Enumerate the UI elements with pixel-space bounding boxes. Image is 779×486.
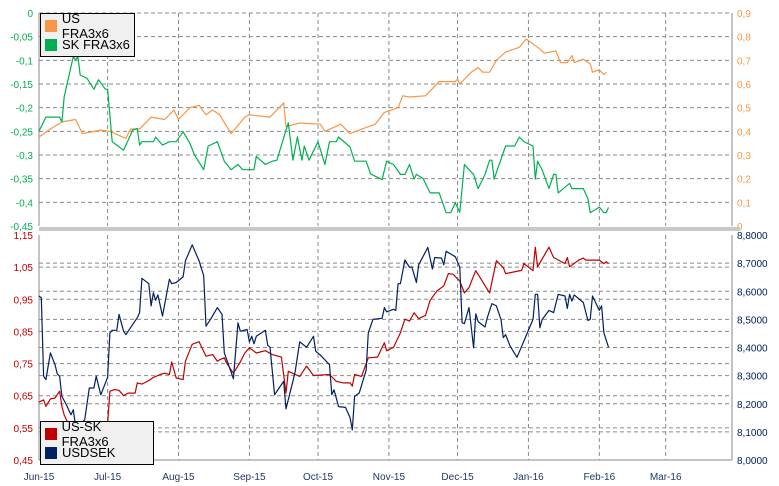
legend-label: US FRA3x6 [61,10,109,41]
x-tick-label: Dec-15 [441,472,474,483]
y-right-tick-label: 8,8000 [737,231,768,242]
y-left-tick-label: -0,25 [10,127,33,138]
y-left-tick-label: -0,15 [10,80,33,91]
y-right-tick-label: 8,3000 [737,372,768,383]
y-right-tick-label: 8,5000 [737,315,768,326]
legend-label: SK FRA3x6 [62,37,130,52]
y-left-tick-label: -0,4 [16,198,34,209]
y-left-tick-label: 0,85 [14,327,34,338]
y-right-tick-label: 8,7000 [737,259,768,270]
y-left-tick-label: -0,35 [10,175,33,186]
y-right-tick-label: 8,1000 [737,428,768,439]
legend-swatch-orange [45,19,57,32]
y-left-tick-label: 0,55 [14,424,34,435]
legend-swatch-red [45,427,57,440]
x-tick-label: Feb-16 [584,472,616,483]
x-tick-label: Nov-15 [373,472,406,483]
y-left-tick-label: 0,65 [14,392,34,403]
legend-item-us-fra3x6: US FRA3x6 [45,11,130,41]
series-line-usdsek [38,244,610,431]
y-right-tick-label: 0,4 [737,127,751,138]
y-left-tick-label: -0,05 [10,33,33,44]
y-left-tick-label: 0,95 [14,295,34,306]
y-right-tick-label: 0,8 [737,33,751,44]
y-right-tick-label: 0,7 [737,56,751,67]
series-line-sk-fra3x6 [38,55,610,214]
series-line-us-fra3x6 [38,38,607,139]
y-right-tick-label: 8,0000 [737,456,768,467]
legend-top: US FRA3x6 SK FRA3x6 [40,11,135,57]
y-left-tick-label: 1,15 [14,231,34,242]
x-tick-label: Oct-15 [303,472,333,483]
y-left-tick-label: -0,45 [10,222,33,233]
y-right-tick-label: 0,3 [737,151,751,162]
x-tick-label: Jan-16 [513,472,544,483]
x-tick-label: Mar-16 [650,472,682,483]
x-tick-label: Aug-15 [162,472,195,483]
y-left-tick-label: -0,3 [16,151,34,162]
legend-item-usdsek: USDSEK [45,443,149,462]
x-tick-label: Sep-15 [233,472,266,483]
panel-separator [39,227,740,231]
legend-swatch-green [45,38,57,51]
y-right-tick-label: 0,6 [737,80,751,91]
y-right-tick-label: 0,1 [737,198,751,209]
y-left-tick-label: 1,05 [14,263,34,274]
y-right-tick-label: 8,6000 [737,287,768,298]
series-line-us-sk-fra3x6 [38,246,609,444]
y-left-tick-label: 0 [27,9,33,20]
y-left-tick-label: -0,2 [16,104,34,115]
y-left-tick-label: -0,1 [16,56,34,67]
y-left-tick-label: 0,45 [14,456,34,467]
x-tick-label: Jul-15 [94,472,122,483]
legend-label: US-SK FRA3x6 [61,418,109,449]
legend-item-us-sk-fra3x6: US-SK FRA3x6 [45,419,149,449]
legend-bottom: US-SK FRA3x6 USDSEK [40,419,154,465]
y-right-tick-label: 0,2 [737,175,751,186]
legend-item-sk-fra3x6: SK FRA3x6 [45,35,130,54]
legend-label: USDSEK [62,445,116,460]
y-right-tick-label: 0,9 [737,9,751,20]
y-right-tick-label: 8,2000 [737,400,768,411]
legend-swatch-navy [45,446,57,459]
y-right-tick-label: 0,5 [737,104,751,115]
y-left-tick-label: 0,75 [14,360,34,371]
x-tick-label: Jun-15 [24,472,55,483]
y-right-tick-label: 8,4000 [737,344,768,355]
